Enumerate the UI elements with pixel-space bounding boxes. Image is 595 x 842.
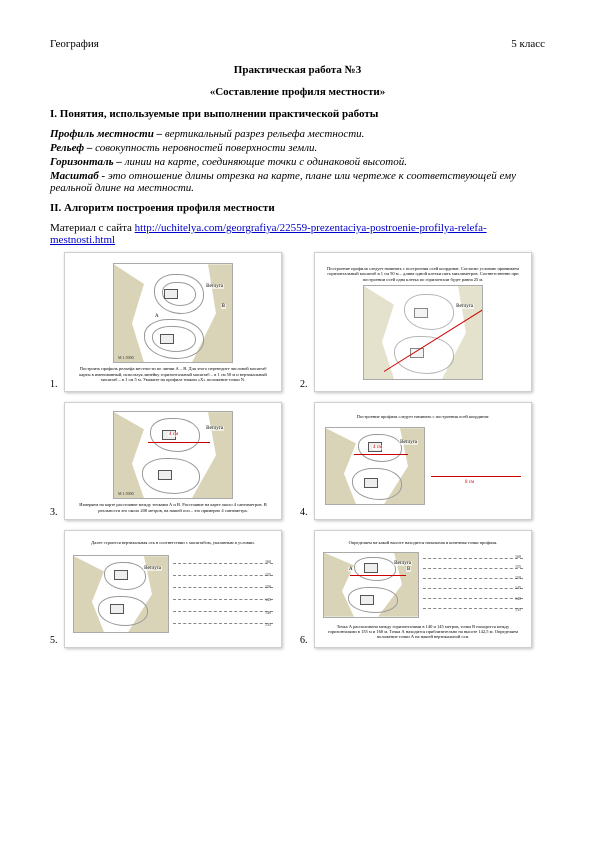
num-1: 1. [50, 379, 60, 390]
slide-5-axis: 160 155 150 145 140 135 [173, 555, 273, 633]
num-5: 5. [50, 635, 60, 646]
section-1-head: I. Понятия, используемые при выполнении … [50, 108, 545, 120]
slide-1: А В Ветлуга М 1:5000 Построить профиль р… [64, 252, 282, 392]
def-scale: Масштаб - это отношение длины отрезка на… [50, 170, 545, 194]
cell-6: 6. Определяем на какой высоте находится … [300, 530, 532, 648]
slide-4-map: 4 см Ветлуга [325, 427, 425, 505]
slide-1-caption: Построить профиль рельефа местности по л… [69, 366, 277, 382]
slide-2-map: Ветлуга [363, 285, 483, 380]
slide-6-axis: 160 155 150 145 140 135 [423, 552, 523, 618]
work-title: Практическая работа №3 [50, 64, 545, 76]
slide-5-caption: Далее строится вертикальная ось в соотве… [85, 540, 261, 545]
slides-grid: 1. А В Ветлуга М 1:5000 Построить профил… [50, 252, 545, 648]
slide-1-map: А В Ветлуга М 1:5000 [113, 263, 233, 363]
cell-5: 5. Далее строится вертикальная ось в соо… [50, 530, 282, 648]
section-2-head: II. Алгоритм построения профиля местност… [50, 202, 545, 214]
slide-2: Построение профиля следует начинать с по… [314, 252, 532, 392]
cell-1: 1. А В Ветлуга М 1:5000 Построить профил… [50, 252, 282, 392]
slide-3: 4 см Ветлуга М 1:5000 Измеряем на карте … [64, 402, 282, 520]
slide-3-map: 4 см Ветлуга М 1:5000 [113, 411, 233, 499]
slide-3-caption: Измеряем на карте расстояние между точка… [69, 502, 277, 513]
slide-5: Далее строится вертикальная ось в соотве… [64, 530, 282, 648]
num-2: 2. [300, 379, 310, 390]
header-left: География [50, 38, 99, 50]
slide-5-map: Ветлуга [73, 555, 169, 633]
slide-6-caption-top: Определяем на какой высоте находится нач… [343, 540, 504, 545]
slide-4-caption: Построение профиля следует начинать с по… [351, 414, 496, 419]
work-subtitle: «Составление профиля местности» [50, 86, 545, 98]
slide-6: Определяем на какой высоте находится нач… [314, 530, 532, 648]
slide-6-caption-bot: Точка А расположена между горизонталями … [319, 624, 527, 640]
cell-4: 4. Построение профиля следует начинать с… [300, 402, 532, 520]
num-6: 6. [300, 635, 310, 646]
slide-4-axis: 8 см [431, 436, 521, 496]
def-profile: Профиль местности – вертикальный разрез … [50, 128, 545, 140]
num-3: 3. [50, 507, 60, 518]
slide-6-map: А В Ветлуга [323, 552, 419, 618]
slide-2-caption: Построение профиля следует начинать с по… [319, 266, 527, 282]
slide-4: Построение профиля следует начинать с по… [314, 402, 532, 520]
cell-3: 3. 4 см Ветлуга М 1:5000 Измеряем на кар… [50, 402, 282, 520]
num-4: 4. [300, 507, 310, 518]
page-header: География 5 класс [50, 38, 545, 50]
header-right: 5 класс [511, 38, 545, 50]
cell-2: 2. Построение профиля следует начинать с… [300, 252, 532, 392]
def-relief: Рельеф – совокупность неровностей поверх… [50, 142, 545, 154]
def-horizontal: Горизонталь – линии на карте, соединяющи… [50, 156, 545, 168]
material-source: Материал с сайта http://uchitelya.com/ge… [50, 222, 545, 246]
